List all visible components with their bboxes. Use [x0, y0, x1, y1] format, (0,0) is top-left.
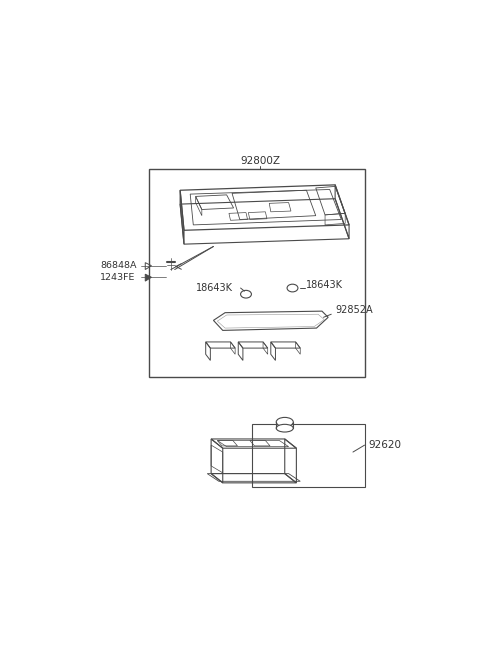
Text: 86848A: 86848A [100, 261, 137, 271]
Text: 1243FE: 1243FE [100, 272, 136, 282]
Text: 92800Z: 92800Z [240, 156, 280, 166]
Polygon shape [145, 274, 152, 281]
Ellipse shape [276, 417, 293, 426]
Text: 92620: 92620 [369, 440, 401, 450]
Bar [252, 424, 365, 487]
Text: 92852A: 92852A [335, 305, 373, 314]
Bar [149, 170, 365, 377]
Text: 18643K: 18643K [196, 283, 233, 293]
Ellipse shape [276, 424, 293, 432]
Text: 18643K: 18643K [306, 280, 344, 290]
